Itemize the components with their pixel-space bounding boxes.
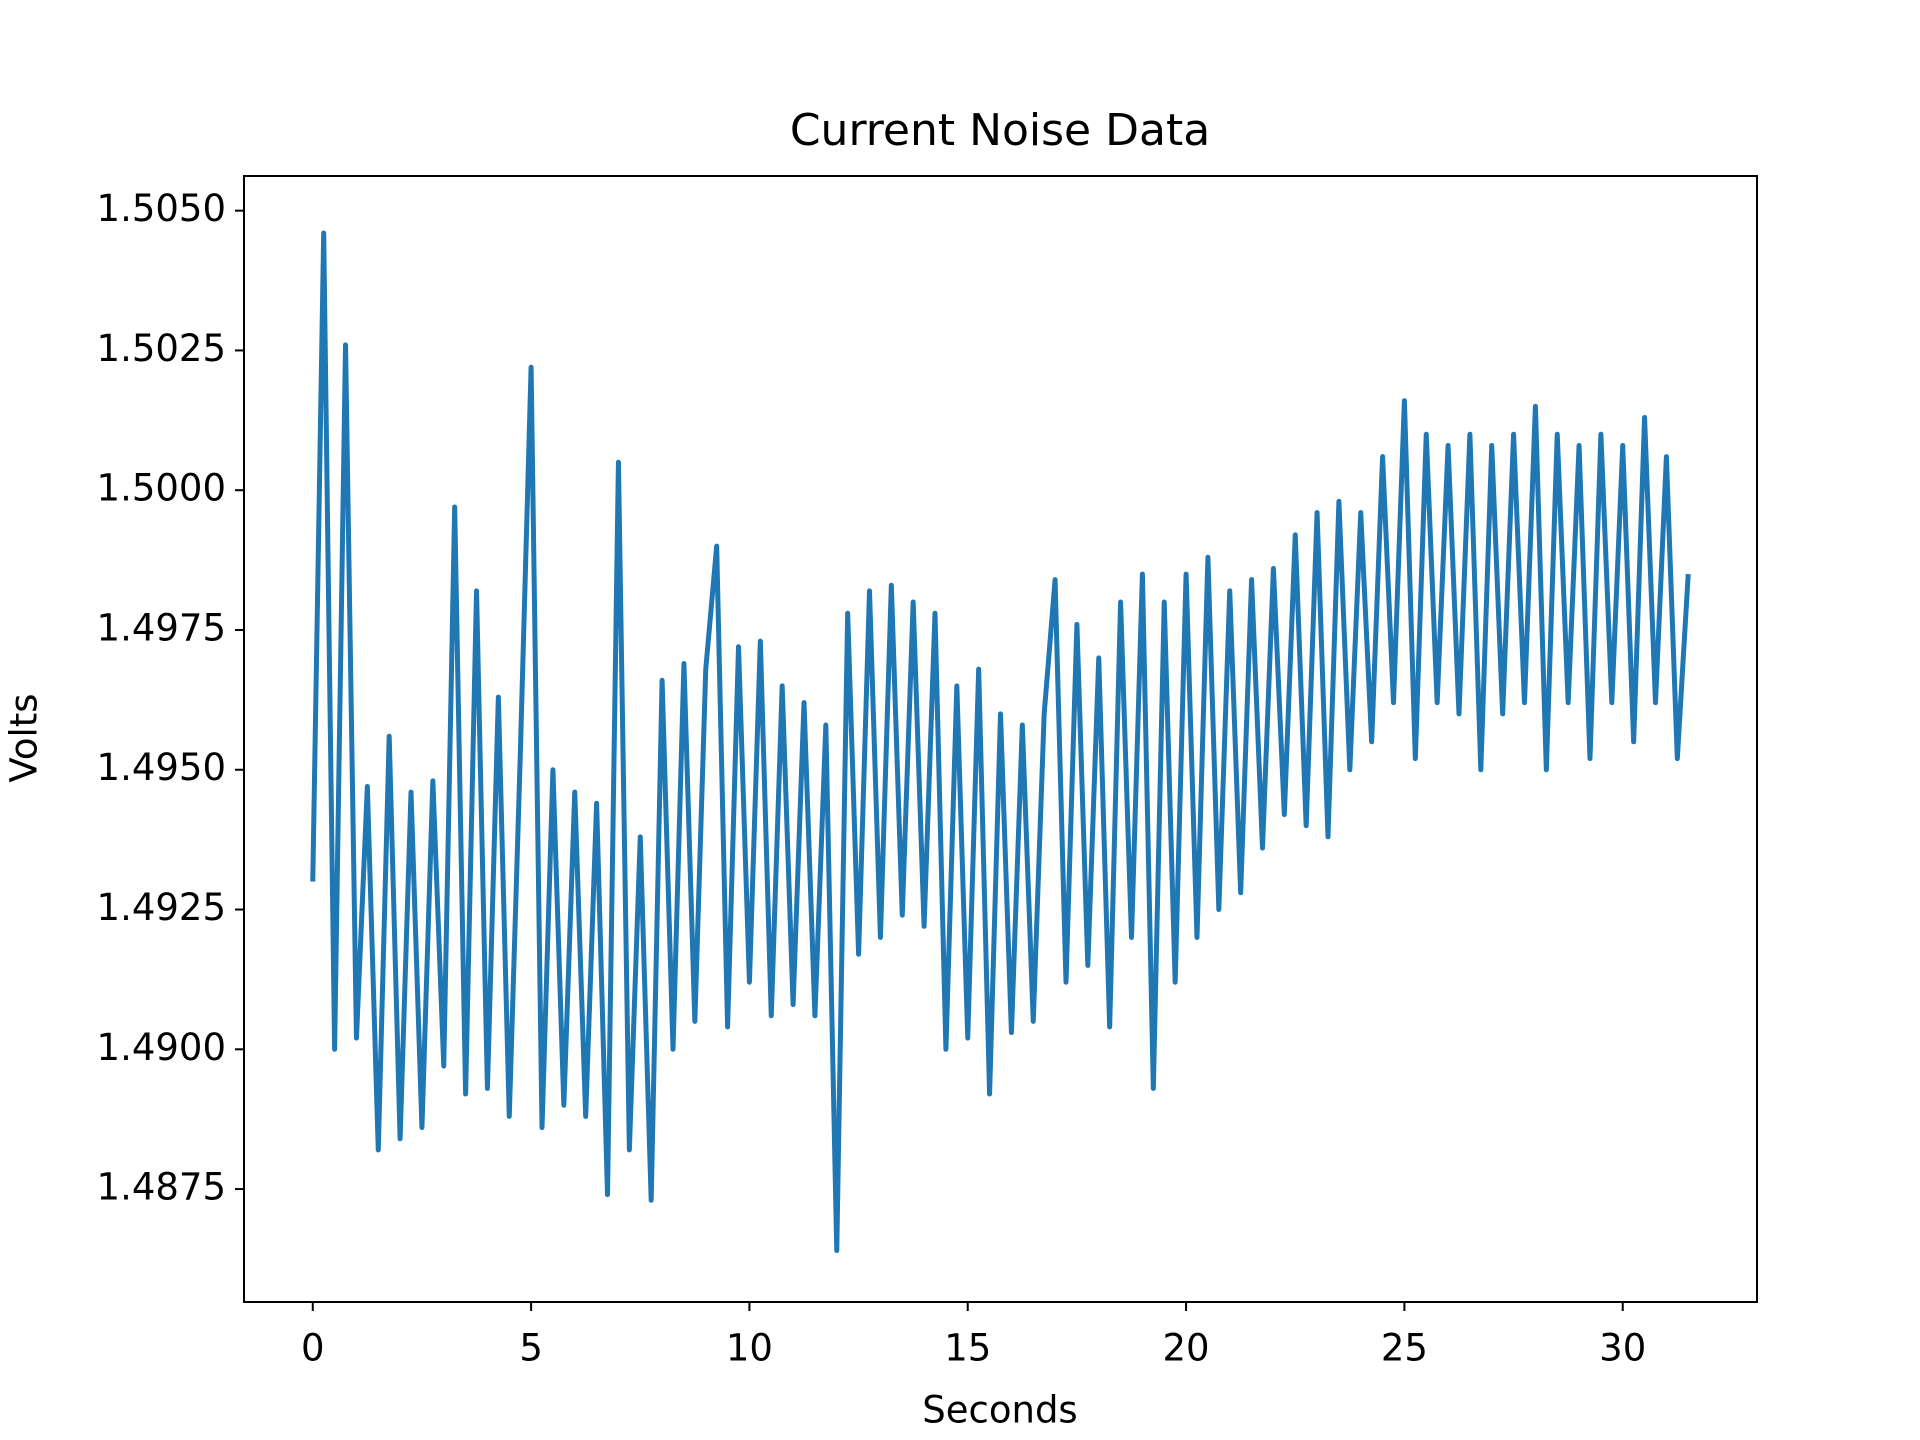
- data-line: [310, 230, 1691, 1254]
- y-tick-label: 1.4925: [97, 886, 226, 929]
- y-tick-label: 1.5050: [97, 187, 226, 230]
- x-tick-label: 0: [301, 1327, 325, 1370]
- y-tick-label: 1.5025: [97, 327, 226, 370]
- x-tick-label: 25: [1381, 1327, 1428, 1370]
- y-tick-label: 1.5000: [97, 467, 226, 510]
- plot-frame: [243, 175, 1758, 1303]
- x-tick-label: 10: [726, 1327, 773, 1370]
- x-tick-label: 15: [944, 1327, 991, 1370]
- x-axis-label: Seconds: [922, 1389, 1077, 1432]
- x-tick-label: 5: [519, 1327, 543, 1370]
- y-axis-label: Volts: [3, 693, 46, 782]
- x-tick-label: 30: [1599, 1327, 1646, 1370]
- y-tick-label: 1.4900: [97, 1026, 226, 1069]
- x-tick-label: 20: [1163, 1327, 1210, 1370]
- chart-title: Current Noise Data: [790, 105, 1210, 156]
- y-tick-label: 1.4975: [97, 606, 226, 649]
- y-tick-label: 1.4950: [97, 746, 226, 789]
- y-tick-label: 1.4875: [97, 1166, 226, 1209]
